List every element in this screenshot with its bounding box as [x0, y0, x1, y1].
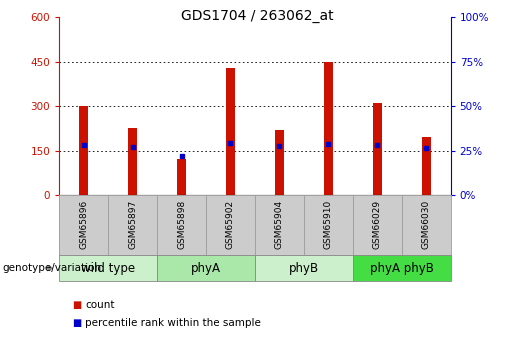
Bar [226, 68, 235, 195]
Bar [324, 62, 333, 195]
Text: phyA phyB: phyA phyB [370, 262, 434, 275]
Text: GSM65910: GSM65910 [324, 200, 333, 249]
Bar [422, 137, 431, 195]
Bar [177, 159, 186, 195]
Bar [59, 255, 157, 281]
Text: GSM65897: GSM65897 [128, 200, 137, 249]
Text: genotype/variation: genotype/variation [3, 263, 101, 273]
Bar [353, 255, 451, 281]
Bar [255, 255, 353, 281]
Text: ■: ■ [72, 300, 81, 310]
Text: GSM65902: GSM65902 [226, 200, 235, 249]
Bar [373, 103, 382, 195]
Text: GDS1704 / 263062_at: GDS1704 / 263062_at [181, 9, 334, 23]
Text: percentile rank within the sample: percentile rank within the sample [85, 318, 261, 327]
Text: GSM66030: GSM66030 [422, 200, 431, 249]
Text: GSM65904: GSM65904 [275, 200, 284, 249]
Bar [275, 130, 284, 195]
Bar [128, 128, 137, 195]
Text: GSM66029: GSM66029 [373, 200, 382, 249]
Text: ■: ■ [72, 318, 81, 327]
Text: GSM65896: GSM65896 [79, 200, 88, 249]
Text: phyB: phyB [289, 262, 319, 275]
Bar [79, 106, 88, 195]
Text: wild type: wild type [81, 262, 135, 275]
Text: count: count [85, 300, 114, 310]
Text: GSM65898: GSM65898 [177, 200, 186, 249]
Bar [157, 255, 255, 281]
Text: phyA: phyA [191, 262, 221, 275]
